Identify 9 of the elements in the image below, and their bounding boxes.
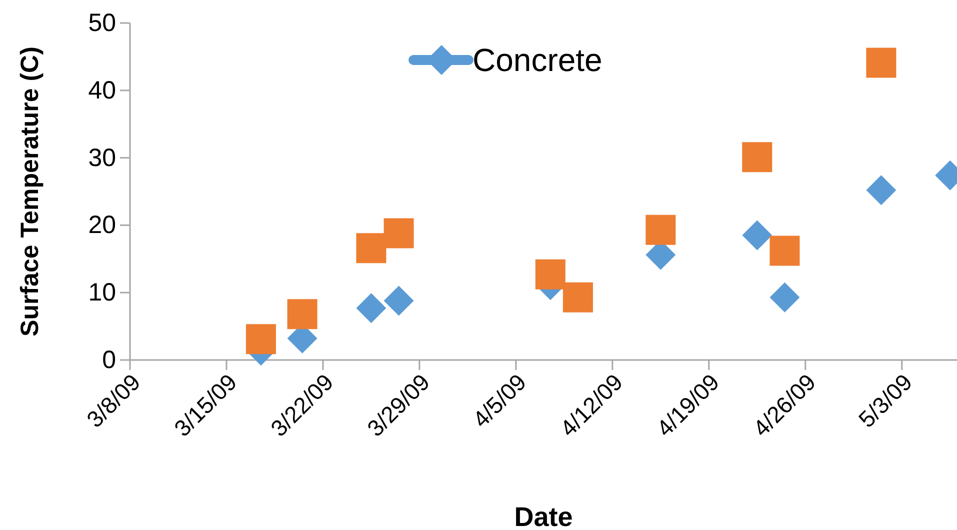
y-tick-label: 30 <box>88 144 116 172</box>
y-tick-label: 0 <box>102 346 116 374</box>
legend-label: Concrete <box>472 42 602 78</box>
y-tick-label: 50 <box>88 9 116 37</box>
x-axis-title: Date <box>514 502 573 530</box>
y-tick-label: 20 <box>88 211 116 240</box>
y-tick-label: 10 <box>88 278 116 307</box>
y-axis-title: Surface Temperature (C) <box>16 46 44 336</box>
y-tick-label: 40 <box>88 76 116 104</box>
